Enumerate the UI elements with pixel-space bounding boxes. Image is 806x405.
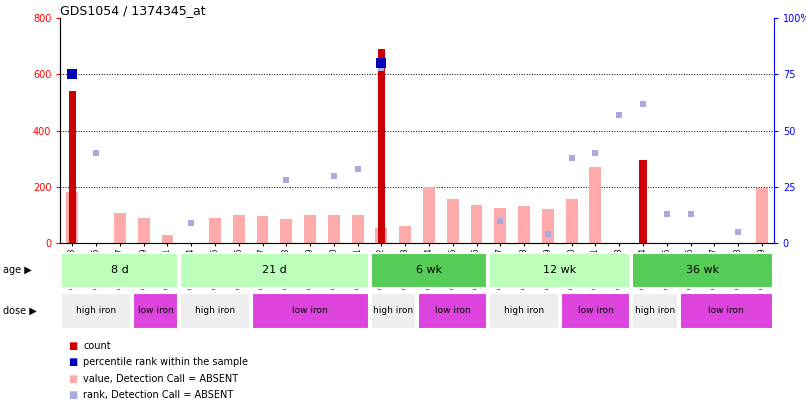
Text: 6 wk: 6 wk <box>416 265 442 275</box>
Bar <box>542 209 554 243</box>
Bar <box>61 293 131 328</box>
Text: low iron: low iron <box>435 306 471 315</box>
Bar <box>518 207 530 243</box>
Bar <box>679 293 773 328</box>
Text: high iron: high iron <box>504 306 544 315</box>
Text: low iron: low iron <box>138 306 173 315</box>
Bar <box>66 192 78 243</box>
Bar <box>69 91 76 243</box>
Bar <box>471 205 483 243</box>
Bar <box>256 216 268 243</box>
Bar <box>371 253 488 288</box>
Bar <box>632 293 678 328</box>
Bar <box>233 215 245 243</box>
Text: 36 wk: 36 wk <box>686 265 719 275</box>
Text: ■: ■ <box>69 358 77 367</box>
Bar <box>494 208 506 243</box>
Text: ■: ■ <box>69 341 77 351</box>
Text: rank, Detection Call = ABSENT: rank, Detection Call = ABSENT <box>83 390 233 400</box>
Text: high iron: high iron <box>373 306 413 315</box>
Bar <box>489 253 630 288</box>
Bar <box>61 253 178 288</box>
Text: percentile rank within the sample: percentile rank within the sample <box>83 358 248 367</box>
Bar <box>756 188 768 243</box>
Bar <box>209 218 221 243</box>
Bar <box>632 253 773 288</box>
Text: low iron: low iron <box>578 306 613 315</box>
Bar <box>328 215 340 243</box>
Bar <box>161 234 173 243</box>
Bar <box>280 219 293 243</box>
Bar <box>181 253 368 288</box>
Bar <box>566 199 578 243</box>
Bar <box>561 293 630 328</box>
Bar <box>376 228 388 243</box>
Bar <box>351 215 364 243</box>
Bar <box>639 160 646 243</box>
Text: count: count <box>83 341 110 351</box>
Bar <box>418 293 488 328</box>
Bar <box>251 293 368 328</box>
Bar <box>114 213 126 243</box>
Text: high iron: high iron <box>76 306 116 315</box>
Bar <box>589 167 601 243</box>
Text: low iron: low iron <box>708 306 744 315</box>
Text: low iron: low iron <box>293 306 328 315</box>
Bar <box>423 187 435 243</box>
Bar <box>133 293 178 328</box>
Text: high iron: high iron <box>635 306 675 315</box>
Text: dose ▶: dose ▶ <box>3 306 37 316</box>
Text: 8 d: 8 d <box>111 265 129 275</box>
Text: ■: ■ <box>69 390 77 400</box>
Text: GDS1054 / 1374345_at: GDS1054 / 1374345_at <box>60 4 206 17</box>
Bar <box>399 226 411 243</box>
Bar <box>378 49 385 243</box>
Text: age ▶: age ▶ <box>3 265 32 275</box>
Bar <box>304 215 316 243</box>
Text: ■: ■ <box>69 374 77 384</box>
Text: value, Detection Call = ABSENT: value, Detection Call = ABSENT <box>83 374 238 384</box>
Text: high iron: high iron <box>195 306 235 315</box>
Bar <box>489 293 559 328</box>
Text: 12 wk: 12 wk <box>543 265 576 275</box>
Bar <box>181 293 250 328</box>
Text: 21 d: 21 d <box>262 265 287 275</box>
Bar <box>138 218 150 243</box>
Bar <box>371 293 416 328</box>
Bar <box>447 199 459 243</box>
